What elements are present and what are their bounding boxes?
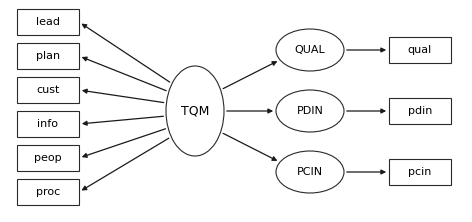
Text: pcin: pcin (408, 167, 432, 177)
Bar (17, 179, 79, 205)
Text: pdin: pdin (408, 106, 432, 116)
Bar (17, 111, 79, 137)
Text: plan: plan (36, 51, 60, 61)
Ellipse shape (166, 66, 224, 156)
Text: info: info (37, 119, 59, 129)
Text: PCIN: PCIN (297, 167, 323, 177)
Ellipse shape (276, 151, 344, 193)
Text: TQM: TQM (181, 105, 209, 117)
Bar (389, 98, 451, 124)
Bar (389, 159, 451, 185)
Text: PDIN: PDIN (296, 106, 323, 116)
Text: QUAL: QUAL (295, 45, 325, 55)
Text: lead: lead (36, 17, 60, 27)
Ellipse shape (276, 29, 344, 71)
Bar (17, 43, 79, 69)
Bar (17, 9, 79, 35)
Ellipse shape (276, 90, 344, 132)
Bar (389, 37, 451, 63)
Bar (17, 77, 79, 103)
Text: qual: qual (408, 45, 432, 55)
Text: cust: cust (36, 85, 59, 95)
Bar (17, 145, 79, 171)
Text: peop: peop (34, 153, 62, 163)
Text: proc: proc (36, 187, 60, 197)
